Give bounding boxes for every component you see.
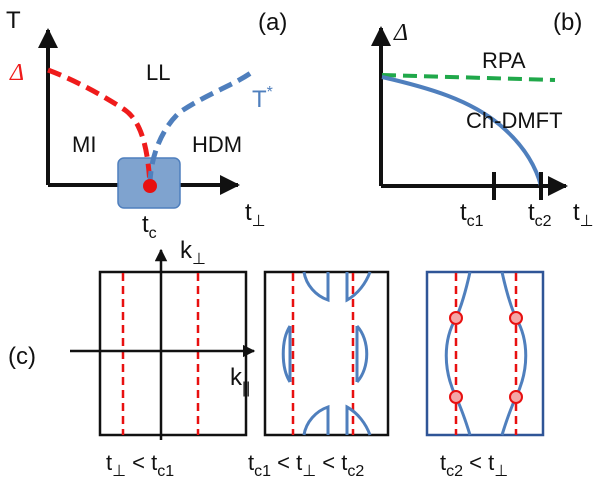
panel-c-tag: (c) bbox=[8, 343, 36, 370]
panel-a: (a) T t⊥ Δ LL MI HDM T* tc bbox=[6, 7, 287, 242]
tc2-label: tc2 bbox=[528, 199, 552, 230]
box-3-condition: tc2 < t⊥ bbox=[440, 450, 508, 480]
chdmft-curve bbox=[381, 75, 543, 187]
panel-b: (b) Δ t⊥ RPA Ch-DMFT tc1 tc2 bbox=[371, 9, 594, 230]
gap-curve bbox=[47, 67, 153, 186]
critical-point-label: tc bbox=[142, 211, 157, 242]
hot-spot bbox=[449, 311, 463, 325]
panel-a-x-label: t⊥ bbox=[245, 199, 266, 230]
k-par-label: k|| bbox=[230, 364, 250, 397]
panel-a-tag: (a) bbox=[258, 9, 287, 36]
panel-b-x-label: t⊥ bbox=[573, 199, 594, 230]
k-perp-label: k⊥ bbox=[180, 237, 206, 268]
critical-point bbox=[143, 179, 157, 193]
panel-c: (c) bbox=[8, 237, 545, 480]
box-1-condition: t⊥ < tc1 bbox=[106, 450, 174, 480]
hot-spot bbox=[509, 311, 523, 325]
region-ll-label: LL bbox=[146, 60, 170, 85]
fermi-pockets-2 bbox=[281, 271, 372, 436]
tc1-label: tc1 bbox=[460, 199, 484, 230]
crossover-label: T* bbox=[252, 84, 273, 113]
chdmft-label: Ch-DMFT bbox=[466, 108, 563, 133]
panel-b-y-label: Δ bbox=[393, 20, 408, 46]
rpa-curve bbox=[381, 73, 556, 82]
box-2-condition: tc1 < t⊥ < tc2 bbox=[248, 450, 364, 480]
hot-spots-3 bbox=[449, 311, 523, 404]
fermi-box-3 bbox=[425, 270, 545, 437]
panel-a-y-label: T bbox=[6, 7, 21, 34]
panel-b-tag: (b) bbox=[553, 9, 582, 36]
hot-spot bbox=[449, 390, 463, 404]
hot-spot bbox=[509, 390, 523, 404]
crossover-curve bbox=[147, 67, 257, 186]
gap-symbol: Δ bbox=[9, 60, 24, 86]
rpa-label: RPA bbox=[482, 48, 526, 73]
region-hdm-label: HDM bbox=[192, 132, 242, 157]
fermi-surface-3 bbox=[444, 271, 528, 436]
region-mi-label: MI bbox=[72, 132, 96, 157]
